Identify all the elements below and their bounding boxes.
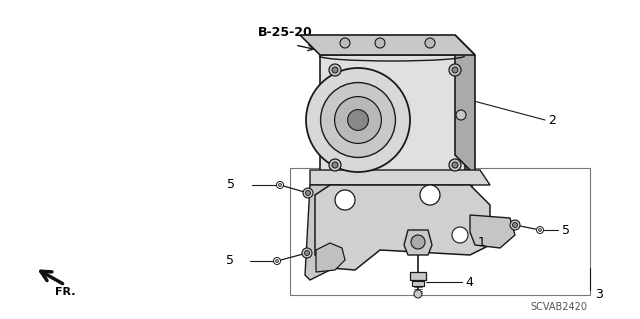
Text: SCVAB2420: SCVAB2420: [530, 302, 587, 312]
Circle shape: [456, 110, 466, 120]
Text: B-25-20: B-25-20: [258, 26, 313, 39]
Circle shape: [332, 67, 338, 73]
Text: 5: 5: [226, 255, 234, 268]
Text: 5: 5: [562, 224, 570, 236]
Circle shape: [340, 38, 350, 48]
Text: 1: 1: [478, 235, 486, 249]
Circle shape: [303, 188, 313, 198]
Circle shape: [273, 257, 280, 264]
Bar: [410, 272, 426, 280]
Circle shape: [348, 110, 369, 130]
Polygon shape: [315, 185, 490, 270]
Polygon shape: [310, 170, 490, 185]
Circle shape: [452, 227, 468, 243]
Circle shape: [510, 220, 520, 230]
Circle shape: [321, 83, 396, 158]
Circle shape: [305, 250, 310, 256]
Circle shape: [275, 259, 278, 263]
Circle shape: [335, 97, 381, 144]
Polygon shape: [316, 243, 345, 272]
Bar: [290, 168, 590, 295]
Polygon shape: [320, 55, 465, 175]
Polygon shape: [404, 230, 432, 255]
Circle shape: [276, 182, 284, 189]
Circle shape: [449, 64, 461, 76]
Polygon shape: [455, 35, 475, 175]
Circle shape: [420, 185, 440, 205]
Circle shape: [449, 159, 461, 171]
Text: FR.: FR.: [55, 287, 76, 297]
Circle shape: [452, 67, 458, 73]
Circle shape: [329, 159, 341, 171]
Circle shape: [411, 235, 425, 249]
Circle shape: [513, 222, 518, 227]
Circle shape: [538, 228, 541, 232]
Circle shape: [332, 162, 338, 168]
Circle shape: [306, 68, 410, 172]
Circle shape: [305, 190, 310, 196]
Circle shape: [302, 248, 312, 258]
Text: 4: 4: [465, 276, 473, 288]
Circle shape: [414, 290, 422, 298]
Circle shape: [452, 162, 458, 168]
Circle shape: [335, 190, 355, 210]
Polygon shape: [470, 215, 515, 248]
Text: 5: 5: [227, 179, 235, 191]
Circle shape: [329, 64, 341, 76]
Circle shape: [536, 226, 543, 234]
Polygon shape: [300, 35, 475, 55]
Circle shape: [425, 38, 435, 48]
Bar: [412, 281, 424, 286]
Circle shape: [375, 38, 385, 48]
Text: 2: 2: [548, 114, 556, 127]
Polygon shape: [305, 185, 340, 280]
Text: 3: 3: [595, 288, 603, 301]
Circle shape: [278, 183, 282, 187]
